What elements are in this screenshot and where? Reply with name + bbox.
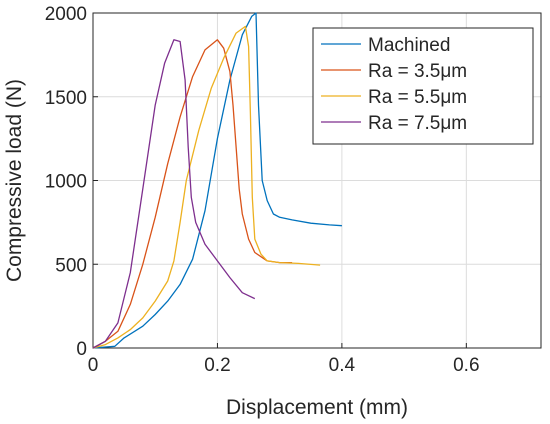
x-tick-label: 0.2 [204,355,230,376]
x-tick-label: 0 [88,355,99,376]
legend: Machined Ra = 3.5μm Ra = 5.5μm Ra = 7.5μm [312,27,534,145]
y-tick-labels: 0 500 1000 1500 2000 [45,4,87,360]
series-line [92,12,342,349]
legend-label: Ra = 7.5μm [368,113,467,134]
x-tick-label: 0.6 [453,355,479,376]
y-tick-label: 1000 [45,172,87,193]
series-line [92,39,256,349]
legend-box [312,27,534,145]
legend-label: Ra = 3.5μm [368,61,467,82]
legend-label: Machined [368,35,450,56]
y-tick-label: 1500 [45,88,87,109]
x-tick-labels: 0 0.2 0.4 0.6 [88,355,480,376]
series-line [92,25,321,349]
series-line [92,39,293,349]
legend-label: Ra = 5.5μm [368,87,467,108]
series-lines [92,12,342,349]
y-tick-label: 0 [76,339,87,360]
y-tick-label: 2000 [45,4,87,25]
plot-area-frame [92,12,542,349]
y-axis-label: Compressive load (N) [3,79,26,282]
x-axis-label: Displacement (mm) [226,396,408,419]
x-tick-label: 0.4 [329,355,356,376]
y-tick-label: 500 [55,255,87,276]
